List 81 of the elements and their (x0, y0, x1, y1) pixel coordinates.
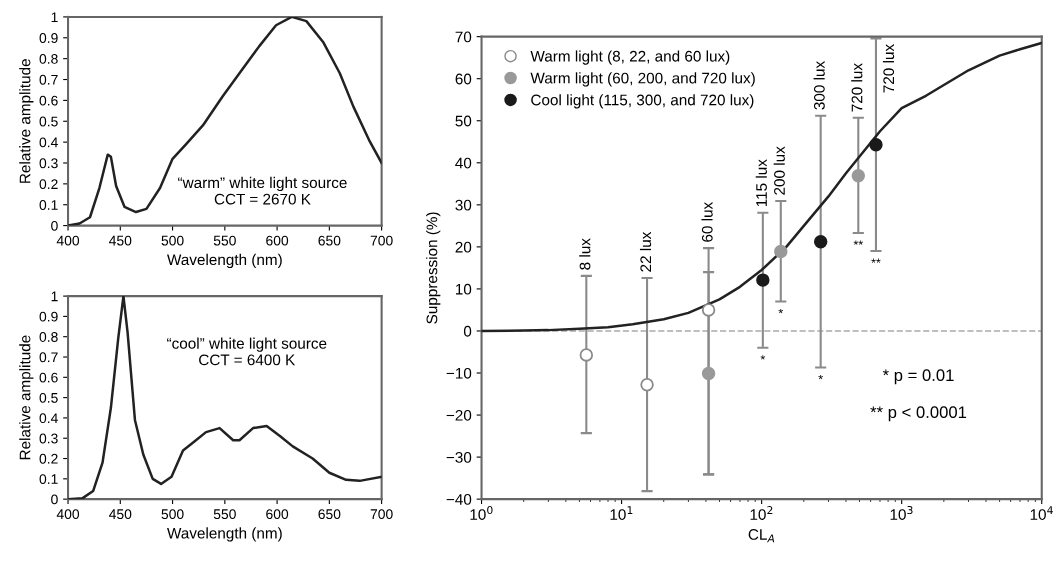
y-axis-title: Suppression (%) (426, 212, 441, 324)
x-tick-label: 450 (109, 509, 132, 520)
annotation: * (818, 374, 823, 380)
x-axis-title: Wavelength (nm) (167, 527, 282, 542)
y-tick-label: 0 (51, 220, 58, 231)
y-tick-label: 0.8 (39, 332, 58, 342)
y-tick-label: 10 (455, 283, 472, 295)
y-tick-label: 0.3 (39, 158, 58, 169)
annotation: * (760, 355, 766, 360)
x-tick-label: 400 (56, 509, 80, 520)
y-tick-label: 0.6 (39, 372, 58, 383)
x-tick-label: 600 (266, 509, 289, 520)
line-series (68, 296, 382, 500)
y-tick-label: 0 (463, 325, 472, 337)
y-tick-label: −40 (446, 494, 472, 505)
x-tick-label: 550 (213, 509, 236, 520)
y-tick-label: 0.4 (39, 413, 58, 424)
legend-label: Warm light (60, 200, and 720 lux) (530, 72, 755, 87)
annotation: “cool” white light source CCT = 6400 K (167, 337, 327, 366)
y-tick-label: 0.4 (39, 137, 58, 148)
x-axis-title: CL$_{A}$ (748, 529, 775, 543)
annotation: 60 lux (701, 201, 713, 242)
y-tick-label: 0 (51, 494, 58, 505)
y-tick-label: −30 (446, 451, 472, 463)
x-tick-label: 10$^{3}$ (890, 506, 913, 520)
legend-label: Cool light (115, 300, and 720 lux) (531, 94, 754, 109)
x-tick-label: 600 (266, 235, 289, 246)
y-tick-label: 0.7 (39, 74, 58, 85)
y-tick-label: 70 (455, 31, 472, 43)
y-tick-label: 1 (51, 12, 58, 22)
x-tick-label: 550 (213, 235, 236, 246)
y-tick-label: 0.1 (39, 200, 58, 210)
y-tick-label: 0.6 (39, 95, 58, 106)
annotation: 720 lux (851, 63, 863, 112)
x-tick-label: 500 (161, 509, 184, 520)
y-tick-label: 40 (455, 157, 472, 169)
x-tick-label: 10$^{0}$ (470, 506, 493, 520)
y-tick-label: 0.9 (39, 311, 58, 322)
x-tick-label: 400 (56, 235, 80, 246)
annotation: * p = 0.01 (882, 369, 954, 385)
y-tick-label: 0.8 (39, 53, 58, 64)
y-tick-label: 0.5 (39, 392, 58, 403)
annotation: 8 lux (579, 238, 591, 270)
y-tick-label: 30 (455, 199, 472, 211)
line-series (68, 16, 382, 226)
y-tick-label: 0.2 (39, 453, 58, 464)
y-tick-label: 50 (455, 115, 472, 127)
x-tick-label: 10$^{4}$ (1030, 506, 1053, 520)
y-tick-label: −20 (446, 409, 472, 421)
y-tick-label: −10 (446, 367, 472, 379)
x-tick-label: 700 (370, 509, 393, 520)
y-axis-title: Relative amplitude (19, 335, 34, 460)
x-tick-label: 650 (318, 509, 341, 520)
y-tick-label: 20 (455, 241, 472, 253)
annotation: 720 lux (882, 44, 895, 93)
annotation: 200 lux (773, 146, 785, 195)
x-tick-label: 500 (161, 235, 184, 246)
y-tick-label: 60 (455, 73, 472, 85)
x-tick-label: 10$^{2}$ (750, 506, 773, 520)
annotation: 300 lux (813, 61, 825, 110)
y-tick-label: 1 (51, 291, 58, 302)
x-tick-label: 10$^{1}$ (610, 506, 633, 520)
x-tick-label: 450 (109, 235, 132, 246)
y-axis-title: Relative amplitude (19, 59, 34, 183)
y-tick-label: 0.9 (39, 33, 58, 43)
x-tick-label: 650 (318, 235, 341, 246)
annotation: ** (853, 240, 863, 245)
annotation: ** (871, 258, 881, 263)
x-tick-label: 700 (370, 235, 393, 246)
annotation: ** p < 0.0001 (870, 406, 967, 422)
annotation: 22 lux (639, 231, 652, 272)
y-tick-label: 0.2 (39, 179, 58, 190)
y-tick-label: 0.3 (39, 433, 58, 444)
annotation: 115 lux (755, 159, 767, 207)
x-axis-title: Wavelength (nm) (167, 253, 282, 269)
y-tick-label: 0.5 (39, 116, 58, 127)
legend-label: Warm light (8, 22, and 60 lux) (530, 50, 730, 65)
annotation: “warm” white light source CCT = 2670 K (178, 176, 347, 205)
y-tick-label: 0.1 (39, 474, 58, 485)
annotation: * (778, 308, 784, 314)
y-tick-label: 0.7 (39, 352, 58, 363)
